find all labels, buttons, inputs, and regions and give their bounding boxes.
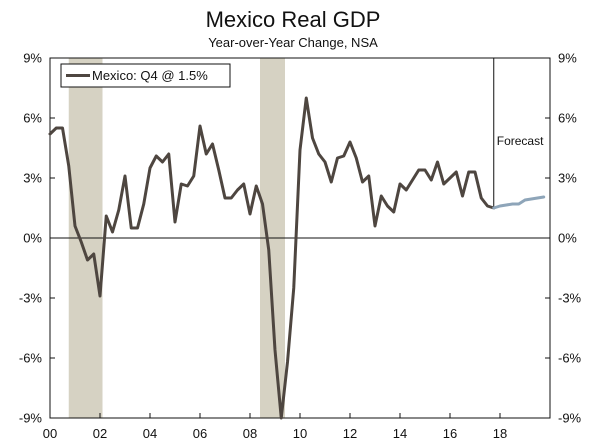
legend-label: Mexico: Q4 @ 1.5% xyxy=(92,68,208,83)
x-tick-label: 04 xyxy=(143,426,157,441)
x-tick-label: 14 xyxy=(393,426,407,441)
series-line-actual xyxy=(48,96,496,420)
legend-box xyxy=(60,63,231,88)
chart-title: Mexico Real GDP xyxy=(206,7,381,32)
y-tick-label-left: 3% xyxy=(23,171,42,186)
series-group xyxy=(48,96,546,420)
annotation-group: Forecast xyxy=(493,58,544,208)
x-tick-label: 12 xyxy=(343,426,357,441)
forecast-label: Forecast xyxy=(497,134,544,148)
y-tick-label-right: 6% xyxy=(558,111,577,126)
y-tick-label-left: 9% xyxy=(23,51,42,66)
y-tick-label-left: -3% xyxy=(19,291,43,306)
series-line-forecast xyxy=(492,195,546,210)
x-tick-label: 00 xyxy=(43,426,57,441)
y-tick-label-left: 6% xyxy=(23,111,42,126)
y-tick-label-left: -9% xyxy=(19,411,43,426)
x-tick-label: 10 xyxy=(293,426,307,441)
x-tick-label: 02 xyxy=(93,426,107,441)
y-tick-label-left: -6% xyxy=(19,351,43,366)
x-tick-label: 18 xyxy=(493,426,507,441)
legend: Mexico: Q4 @ 1.5% xyxy=(60,63,231,88)
x-tick-label: 16 xyxy=(443,426,457,441)
y-tick-label-right: -9% xyxy=(558,411,582,426)
y-tick-label-right: -6% xyxy=(558,351,582,366)
chart-subtitle: Year-over-Year Change, NSA xyxy=(208,35,378,50)
y-tick-label-right: -3% xyxy=(558,291,582,306)
y-tick-label-right: 9% xyxy=(558,51,577,66)
y-tick-label-right: 3% xyxy=(558,171,577,186)
x-tick-label: 08 xyxy=(243,426,257,441)
axes-group: 9% 9%6% 6%3% 3%0% 0%-3% -3%-6% -6%-9% -9%00 02 04… xyxy=(19,51,582,442)
y-tick-label-left: 0% xyxy=(23,231,42,246)
y-tick-label-right: 0% xyxy=(558,231,577,246)
x-tick-label: 06 xyxy=(193,426,207,441)
